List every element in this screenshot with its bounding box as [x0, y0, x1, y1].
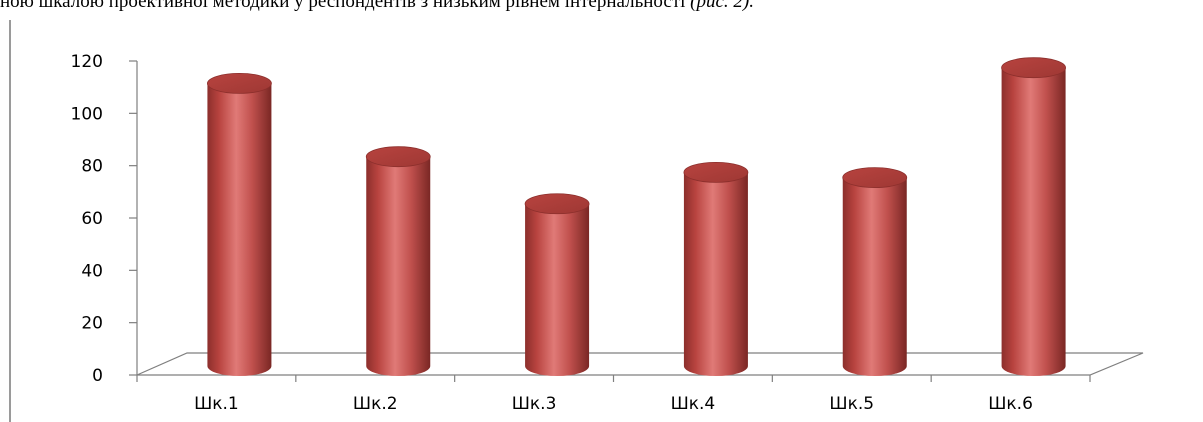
- bar: [365, 146, 431, 377]
- bar-top: [842, 167, 908, 189]
- bar-top: [524, 193, 590, 215]
- bar: [1001, 57, 1066, 376]
- bar: [842, 167, 908, 377]
- bar-body: [683, 172, 748, 377]
- y-tick-label: 20: [81, 314, 103, 334]
- bar-body: [1001, 67, 1066, 376]
- bars: [207, 57, 1066, 377]
- bar: [683, 161, 749, 377]
- caption-figure-ref: (рис. 2).: [690, 0, 755, 12]
- document-caption-line: ною шкалою проективної методики у респон…: [0, 0, 1203, 13]
- chart-floor: [136, 352, 1144, 376]
- x-tick-label: Шк.2: [353, 394, 398, 414]
- y-tick-label: 60: [81, 209, 103, 229]
- caption-text: ною шкалою проективної методики у респон…: [0, 0, 691, 12]
- bar-body: [525, 203, 590, 377]
- y-axis: 0 20 40 60 80 100 120: [71, 52, 1091, 386]
- bar-top: [683, 161, 749, 183]
- y-tick-label: 80: [81, 157, 103, 177]
- y-tick-label: 40: [81, 261, 103, 281]
- bar-top: [1001, 57, 1066, 79]
- y-tick-label: 120: [71, 52, 103, 72]
- bar: [207, 73, 272, 376]
- bar: [524, 193, 590, 377]
- bar-top: [207, 73, 272, 94]
- x-axis-labels: Шк.1 Шк.2 Шк.3 Шк.4 Шк.5 Шк.6: [194, 394, 1033, 414]
- x-tick-label: Шк.3: [512, 394, 557, 414]
- y-tick-label: 0: [92, 366, 103, 386]
- bar-body: [366, 156, 431, 377]
- y-tick-label: 100: [71, 104, 103, 124]
- x-tick-label: Шк.1: [194, 394, 239, 414]
- bar-top: [365, 146, 431, 168]
- x-tick-label: Шк.4: [671, 394, 716, 414]
- x-tick-label: Шк.6: [988, 394, 1033, 414]
- chart-frame: [9, 20, 1201, 422]
- bar-body: [842, 177, 907, 377]
- floor-plane: [136, 352, 1144, 376]
- x-tick-label: Шк.5: [829, 394, 874, 414]
- bar-body: [207, 83, 272, 376]
